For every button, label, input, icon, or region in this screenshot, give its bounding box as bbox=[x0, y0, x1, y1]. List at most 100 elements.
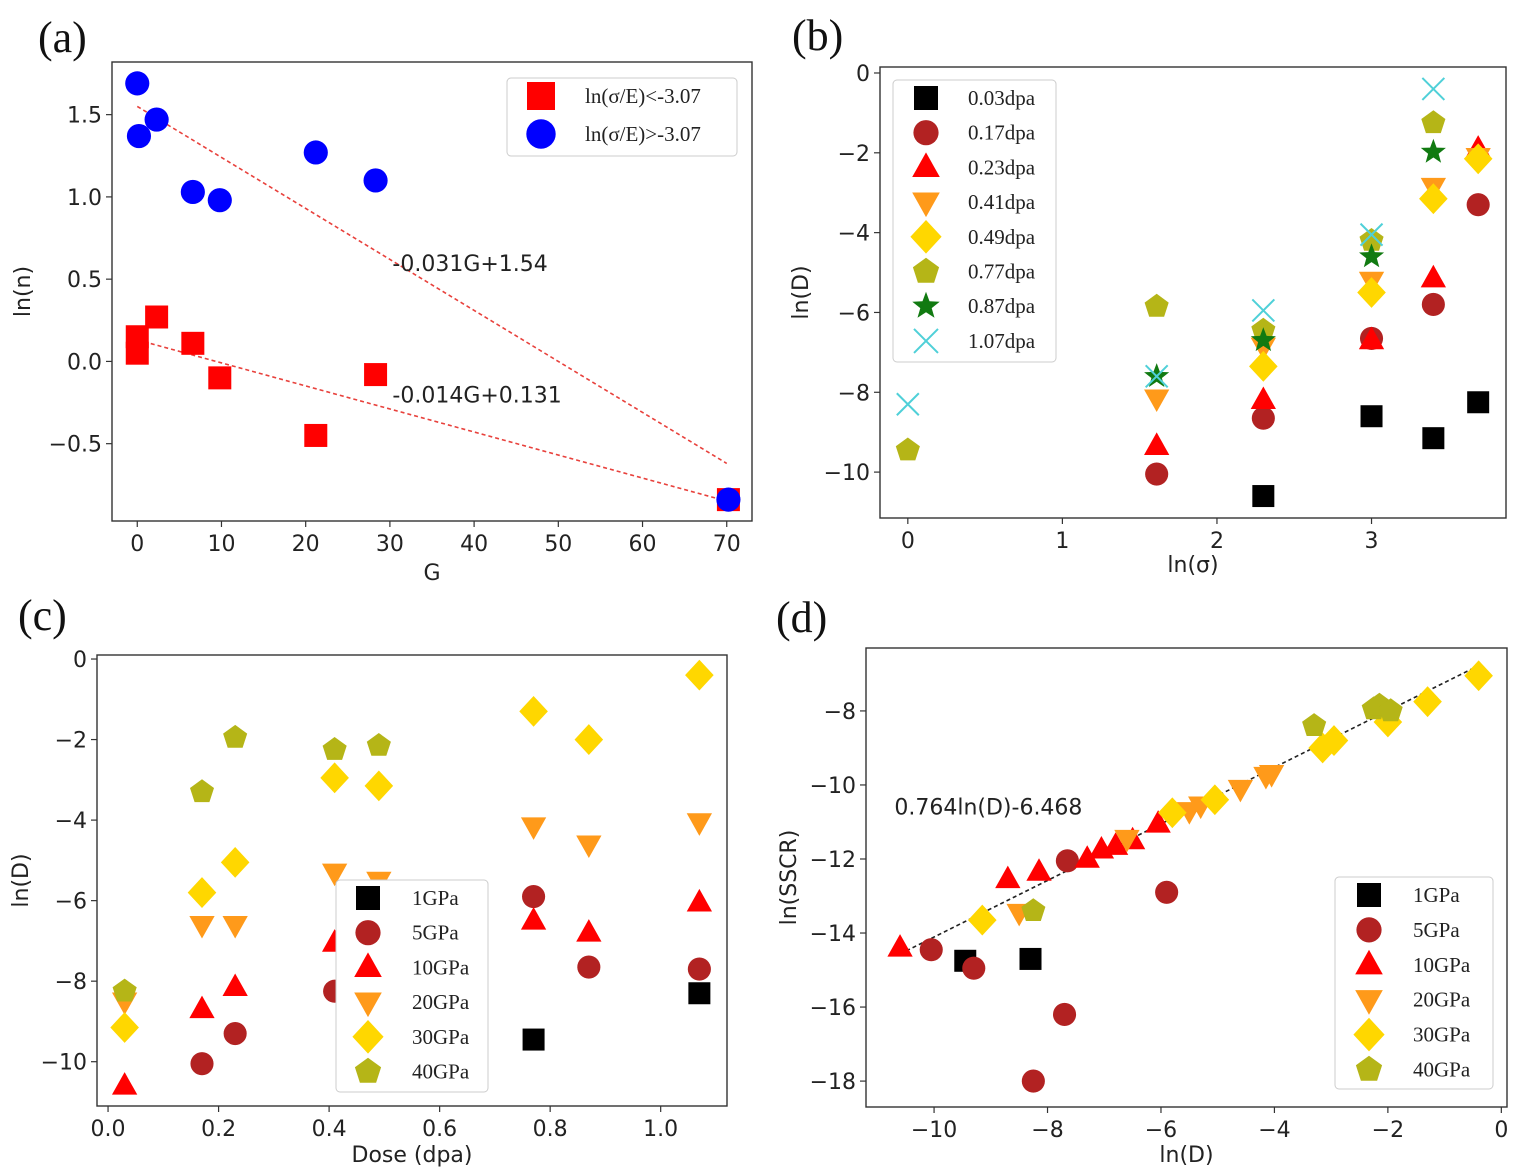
data-point bbox=[110, 1012, 139, 1043]
data-point bbox=[1021, 1069, 1045, 1093]
legend-label: 20GPa bbox=[1413, 988, 1471, 1012]
data-point bbox=[1144, 432, 1170, 455]
data-point bbox=[187, 877, 217, 908]
data-point bbox=[687, 957, 711, 981]
y-tick-label: −6 bbox=[55, 890, 87, 915]
legend-marker bbox=[354, 952, 382, 977]
legend-label: 40GPa bbox=[412, 1060, 470, 1084]
legend-marker bbox=[912, 291, 940, 318]
data-point bbox=[1158, 797, 1187, 829]
legend-label: ln(σ/E)>-3.07 bbox=[585, 122, 701, 146]
y-tick-label: −2 bbox=[55, 729, 87, 754]
fit-equation-label: -0.031G+1.54 bbox=[392, 252, 547, 277]
data-point bbox=[190, 1052, 214, 1076]
data-point bbox=[321, 863, 348, 887]
data-point bbox=[363, 168, 388, 193]
data-point bbox=[223, 724, 248, 748]
data-point bbox=[967, 904, 997, 936]
data-point bbox=[1251, 298, 1276, 323]
legend-marker bbox=[1355, 1055, 1383, 1081]
legend-marker bbox=[1355, 949, 1383, 975]
legend-marker bbox=[352, 1020, 384, 1054]
data-point bbox=[995, 865, 1021, 889]
x-tick-label: 20 bbox=[292, 532, 320, 557]
data-point bbox=[1359, 228, 1384, 251]
legend-marker bbox=[356, 886, 380, 910]
x-tick-label: 0.4 bbox=[312, 1117, 347, 1142]
data-point bbox=[685, 659, 714, 691]
x-tick-label: 60 bbox=[629, 532, 657, 557]
data-point bbox=[144, 107, 169, 132]
data-point bbox=[1155, 880, 1179, 904]
data-point bbox=[1422, 427, 1445, 450]
panel-d-label: (d) bbox=[776, 593, 827, 642]
data-point bbox=[574, 724, 604, 755]
y-tick-label: −10 bbox=[810, 774, 856, 799]
data-point bbox=[1378, 698, 1403, 722]
data-point bbox=[1421, 292, 1445, 317]
data-point bbox=[304, 423, 328, 447]
fit-equation-label: -0.014G+0.131 bbox=[392, 384, 561, 409]
data-point bbox=[1421, 110, 1446, 134]
data-point bbox=[1026, 858, 1052, 881]
legend-marker bbox=[914, 86, 938, 110]
x-axis-label: ln(D) bbox=[1159, 1143, 1213, 1168]
y-tick-label: 0 bbox=[856, 62, 870, 87]
legend-label: 1GPa bbox=[412, 886, 459, 910]
data-point bbox=[1200, 784, 1230, 816]
x-tick-label: 0.6 bbox=[422, 1117, 457, 1142]
data-point bbox=[1250, 337, 1276, 361]
data-point bbox=[1302, 713, 1327, 736]
x-tick-label: 1.0 bbox=[643, 1117, 678, 1142]
data-point bbox=[125, 325, 149, 349]
legend-marker bbox=[912, 192, 940, 218]
data-point bbox=[125, 71, 150, 96]
y-tick-label: −18 bbox=[810, 1070, 856, 1095]
y-tick-label: 1.0 bbox=[67, 186, 102, 211]
y-tick-label: 0 bbox=[73, 648, 87, 673]
data-point bbox=[1249, 350, 1278, 382]
legend-label: 20GPa bbox=[412, 990, 470, 1014]
x-tick-label: −2 bbox=[1372, 1118, 1404, 1143]
x-axis-label: ln(σ) bbox=[1167, 553, 1218, 578]
legend-marker bbox=[1355, 990, 1383, 1015]
x-tick-label: 0 bbox=[130, 532, 144, 557]
data-point bbox=[1358, 326, 1385, 350]
data-point bbox=[207, 188, 232, 213]
data-point bbox=[223, 1021, 247, 1046]
fit-equation-label: 0.764ln(D)-6.468 bbox=[894, 796, 1082, 821]
y-tick-label: −12 bbox=[810, 848, 856, 873]
x-tick-label: 30 bbox=[376, 532, 404, 557]
x-tick-label: −6 bbox=[1145, 1118, 1177, 1143]
data-point bbox=[222, 915, 248, 939]
data-point bbox=[208, 366, 232, 390]
data-point bbox=[522, 1028, 545, 1051]
y-axis-label: ln(D) bbox=[789, 265, 814, 319]
data-point bbox=[1319, 725, 1349, 756]
data-point bbox=[1252, 485, 1275, 508]
legend-label: 0.41dpa bbox=[968, 190, 1036, 214]
panel-c-label: (c) bbox=[18, 591, 67, 640]
y-tick-label: −10 bbox=[824, 461, 870, 486]
y-tick-label: 0.5 bbox=[67, 268, 102, 293]
x-tick-label: 2 bbox=[1210, 529, 1224, 554]
legend-marker bbox=[1356, 917, 1382, 943]
panel-a: (a) 0 10 20 30 40 50 60 70 −0.5 0.0 0.5 1.0 1.5 Gln(n… bbox=[11, 13, 753, 586]
data-point bbox=[962, 956, 986, 980]
data-point bbox=[1145, 462, 1169, 486]
legend-label: 0.77dpa bbox=[968, 260, 1036, 284]
y-axis-label: ln(SSCR) bbox=[777, 830, 802, 926]
plot-frame bbox=[111, 61, 753, 522]
data-point bbox=[1420, 138, 1446, 163]
y-tick-label: −0.5 bbox=[49, 433, 102, 458]
x-tick-label: 0 bbox=[1494, 1118, 1508, 1143]
data-point bbox=[520, 907, 547, 930]
legend-label: 30GPa bbox=[412, 1025, 470, 1049]
data-point bbox=[1359, 243, 1385, 268]
legend-label: 40GPa bbox=[1413, 1058, 1471, 1082]
x-tick-label: 40 bbox=[460, 532, 488, 557]
legend-marker bbox=[526, 119, 556, 149]
data-point bbox=[145, 305, 169, 329]
x-tick-label: 0.8 bbox=[533, 1117, 568, 1142]
